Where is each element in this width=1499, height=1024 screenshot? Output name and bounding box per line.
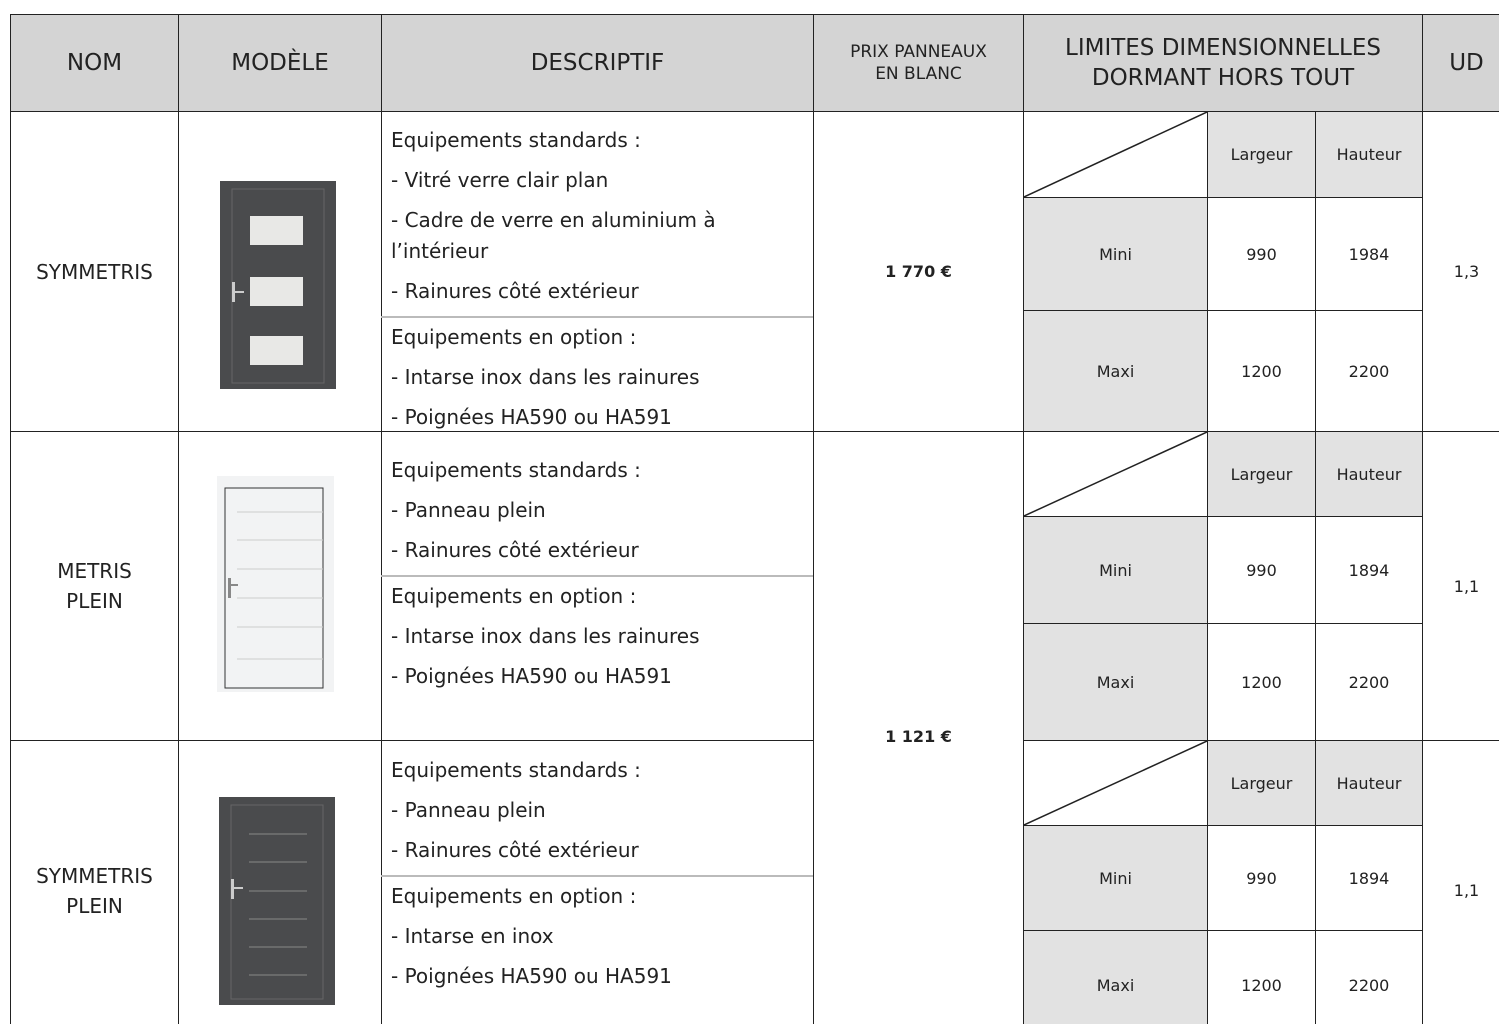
desc-line: Equipements en option : <box>391 584 637 608</box>
limit-label: Mini <box>1023 516 1208 624</box>
ud-cell: 1,1 <box>1422 740 1499 1024</box>
door-image <box>217 476 334 692</box>
door-image <box>219 797 335 1005</box>
text-line: SYMMETRIS <box>36 259 153 284</box>
text-line: PLEIN <box>66 893 123 918</box>
desc-line: - Panneau plein <box>391 798 546 822</box>
diagonal <box>1024 741 1207 825</box>
door-image <box>220 181 336 389</box>
text-line: METRIS <box>57 559 132 583</box>
limit-label: Maxi <box>1023 930 1208 1024</box>
desc-line: - Intarse en inox <box>391 924 554 948</box>
sub-header: Hauteur <box>1315 740 1423 826</box>
ud-cell: 1,3 <box>1422 111 1499 432</box>
header-cell: UD <box>1422 14 1499 112</box>
desc-line: - Intarse inox dans les rainures <box>391 624 700 648</box>
text-line: EN BLANC <box>875 64 962 84</box>
model-cell <box>178 111 382 432</box>
name-cell: METRIS PLEIN <box>10 431 179 741</box>
diagonal-cell <box>1023 111 1208 198</box>
model-cell <box>178 740 382 1024</box>
desc-line: - Rainures côté extérieur <box>391 279 639 303</box>
ud-cell: 1,1 <box>1422 431 1499 741</box>
diagonal <box>1024 112 1207 197</box>
sub-header: Largeur <box>1207 740 1316 826</box>
name-cell: SYMMETRIS <box>10 111 179 432</box>
desc-line: - Vitré verre clair plan <box>391 168 609 192</box>
standard-list: Equipements standards : - Panneau plein - … <box>381 755 813 866</box>
desc-line: - Rainures côté extérieur <box>391 538 639 562</box>
limit-value: 1984 <box>1315 197 1423 311</box>
desc-line: - Intarse inox dans les rainures <box>391 365 700 389</box>
desc-line: Equipements standards : <box>391 128 641 152</box>
limit-value: 2200 <box>1315 930 1423 1024</box>
description: Equipements standards : - Vitré verre cla… <box>381 111 813 442</box>
diagonal <box>1024 432 1207 516</box>
text-line: PLEIN <box>66 589 123 613</box>
desc-line: Equipements standards : <box>391 758 641 782</box>
limit-value: 1894 <box>1315 825 1423 931</box>
cell-text: LIMITES DIMENSIONNELLES DORMANT HORS TOUT <box>1065 33 1381 93</box>
option-list: Equipements en option : - Intarse inox da… <box>381 316 813 433</box>
text-line: DORMANT HORS TOUT <box>1091 65 1355 91</box>
limit-value: 1200 <box>1207 930 1316 1024</box>
limit-value: 2200 <box>1315 310 1423 432</box>
sub-header: Largeur <box>1207 431 1316 517</box>
limit-value: 1200 <box>1207 310 1316 432</box>
desc-line: - Rainures côté extérieur <box>391 838 639 862</box>
header-cell: MODÈLE <box>178 14 382 112</box>
sub-header: Hauteur <box>1315 431 1423 517</box>
limit-label: Mini <box>1023 825 1208 931</box>
desc-line: Equipements en option : <box>391 325 637 349</box>
cell-text: SYMMETRIS <box>36 257 153 287</box>
desc-line: - Poignées HA590 ou HA591 <box>391 405 672 429</box>
price-cell: 1 770 € <box>813 111 1024 432</box>
desc-line: Equipements en option : <box>391 884 637 908</box>
description: Equipements standards : - Panneau plein - … <box>381 740 813 1001</box>
header-cell: NOM <box>10 14 179 112</box>
option-list: Equipements en option : - Intarse inox da… <box>381 575 813 692</box>
header-cell: PRIX PANNEAUX EN BLANC <box>813 14 1024 112</box>
limit-value: 990 <box>1207 825 1316 931</box>
sub-header: Hauteur <box>1315 111 1423 198</box>
price-cell: 1 121 € <box>813 431 1024 1024</box>
standard-list: Equipements standards : - Panneau plein - … <box>381 455 813 566</box>
text-line: PRIX PANNEAUX <box>850 42 987 62</box>
name-cell: SYMMETRIS PLEIN <box>10 740 179 1024</box>
cell-text: METRIS PLEIN <box>57 556 132 616</box>
model-cell <box>178 431 382 741</box>
text-line: SYMMETRIS <box>36 863 153 888</box>
standard-list: Equipements standards : - Vitré verre cla… <box>381 125 813 307</box>
limit-value: 1200 <box>1207 623 1316 741</box>
cell-text: SYMMETRIS PLEIN <box>36 861 153 921</box>
diagonal-cell <box>1023 740 1208 826</box>
cell-text: PRIX PANNEAUX EN BLANC <box>850 41 987 85</box>
desc-line: - Panneau plein <box>391 498 546 522</box>
desc-line: Equipements standards : <box>391 458 641 482</box>
limit-value: 990 <box>1207 197 1316 311</box>
sub-header: Largeur <box>1207 111 1316 198</box>
header-cell: LIMITES DIMENSIONNELLES DORMANT HORS TOUT <box>1023 14 1423 112</box>
limit-label: Mini <box>1023 197 1208 311</box>
option-list: Equipements en option : - Intarse en inox… <box>381 875 813 992</box>
limit-value: 1894 <box>1315 516 1423 624</box>
limit-value: 990 <box>1207 516 1316 624</box>
desc-line: - Poignées HA590 ou HA591 <box>391 664 672 688</box>
limit-value: 2200 <box>1315 623 1423 741</box>
limit-label: Maxi <box>1023 310 1208 432</box>
desc-line: - Cadre de verre en aluminium à l’intéri… <box>391 208 716 263</box>
description: Equipements standards : - Panneau plein - … <box>381 431 813 701</box>
diagonal-cell <box>1023 431 1208 517</box>
desc-line: - Poignées HA590 ou HA591 <box>391 964 672 988</box>
text-line: LIMITES DIMENSIONNELLES <box>1065 35 1381 61</box>
limit-label: Maxi <box>1023 623 1208 741</box>
header-cell: DESCRIPTIF <box>381 14 814 112</box>
